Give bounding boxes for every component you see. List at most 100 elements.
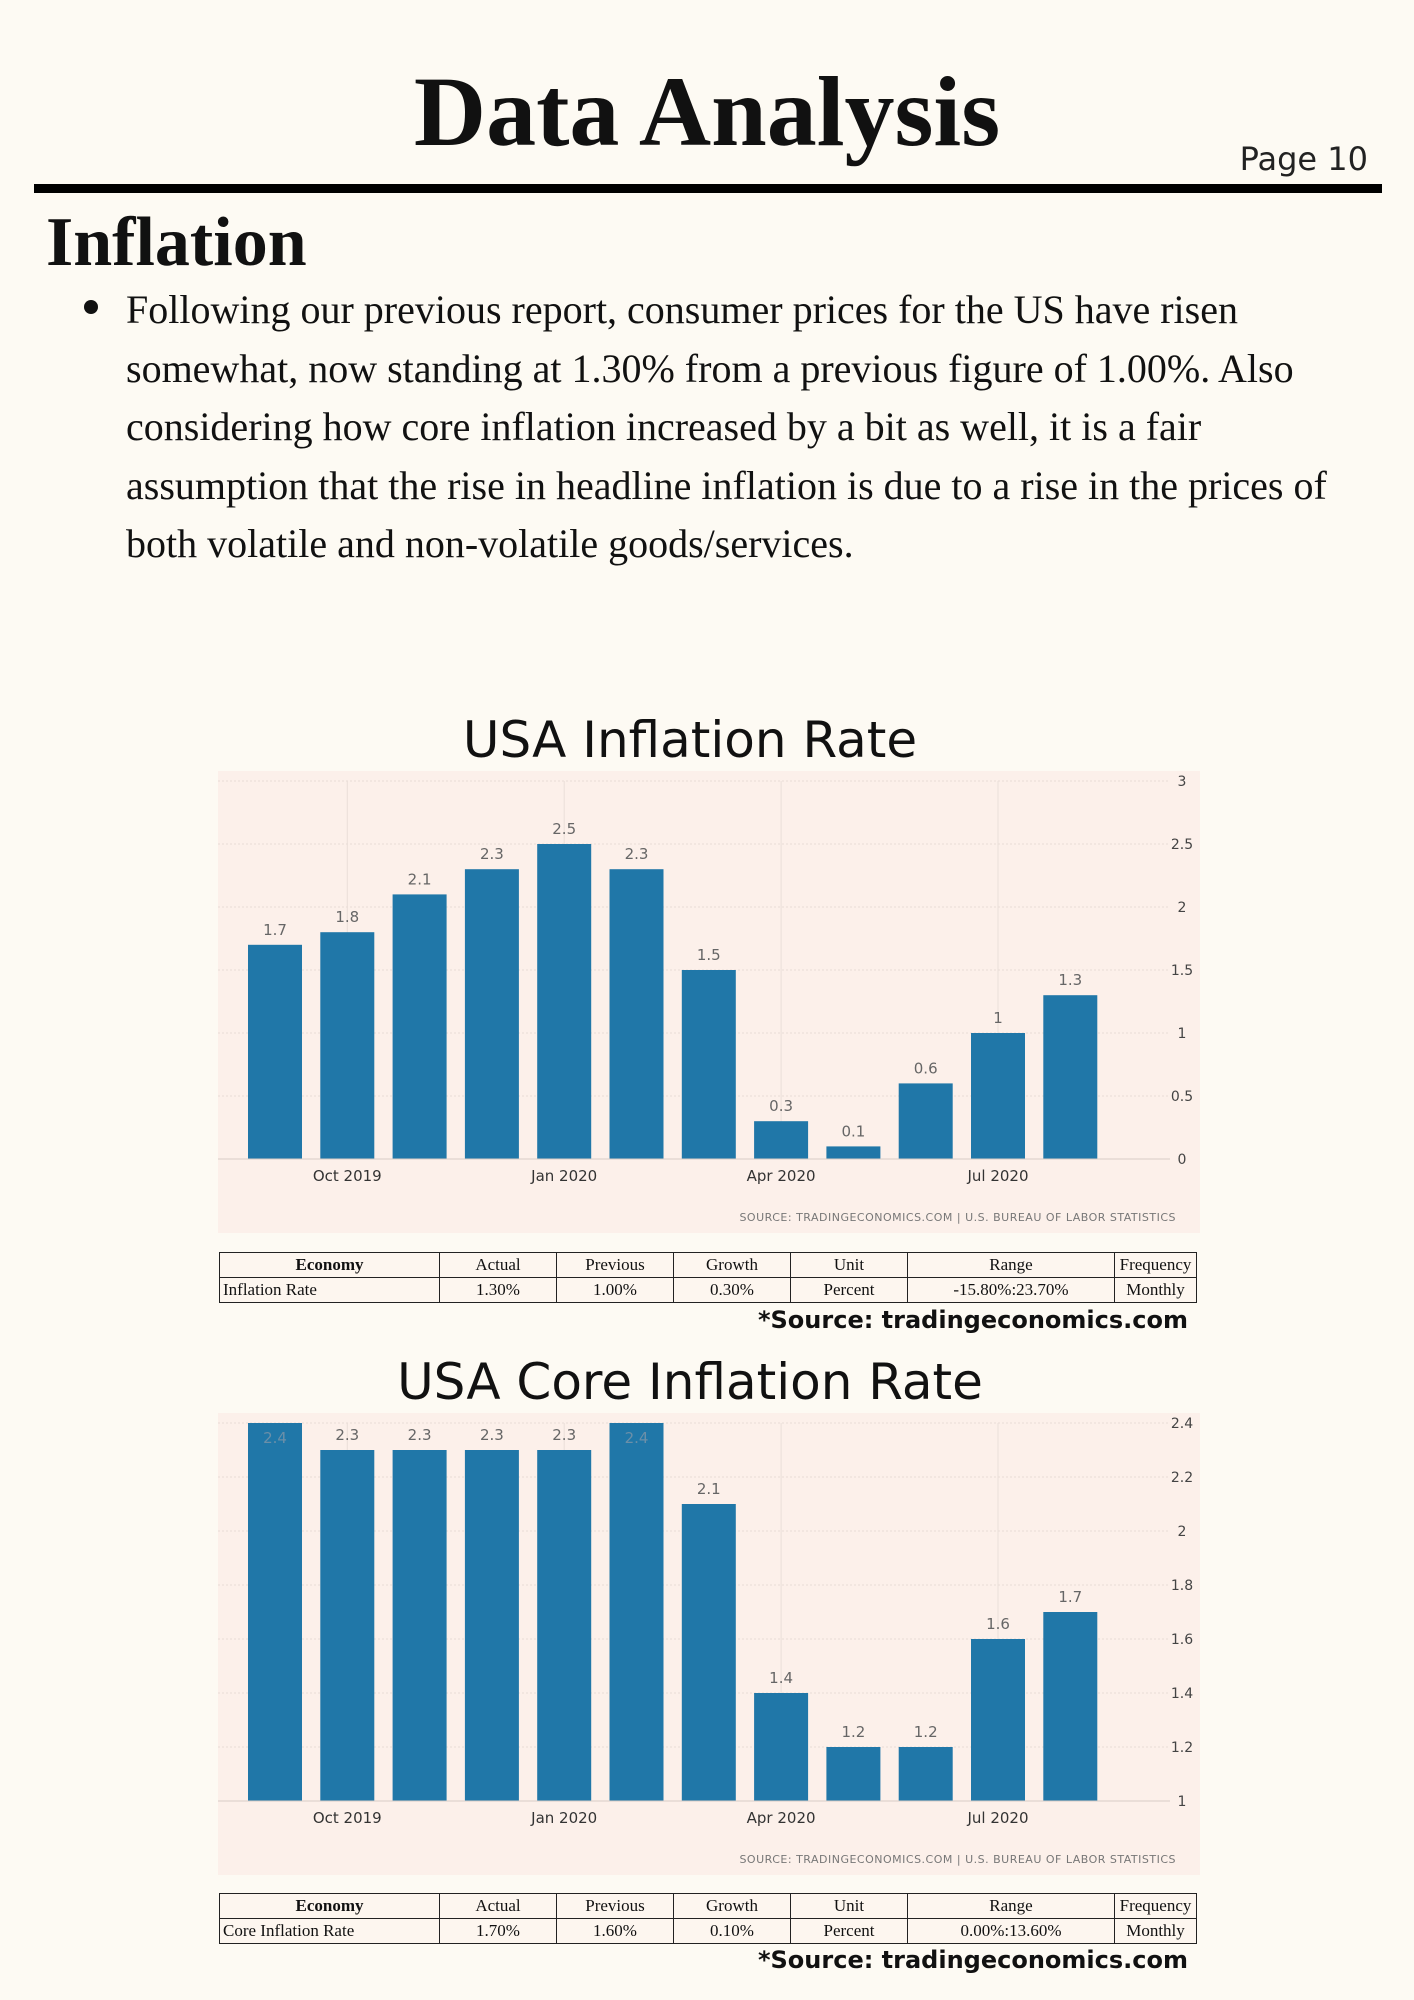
table-cell-actual: 1.70% (439, 1918, 557, 1944)
y-tick-label: 0 (1178, 1152, 1187, 1168)
bar (464, 869, 519, 1159)
y-tick-label: 1 (1178, 1026, 1187, 1042)
table-cell-previous: 1.60% (556, 1918, 674, 1944)
y-tick-label: 2.5 (1171, 837, 1193, 853)
bar (898, 1083, 953, 1159)
inflation-rate-table: Economy Actual Previous Growth Unit Rang… (219, 1252, 1197, 1303)
header-divider (34, 184, 1382, 193)
value-label: 2.3 (480, 845, 504, 863)
inflation-rate-chart-svg: 0 0.5 1 1.5 2 2.5 3 1.7 1.8 2.1 2.3 2.5 2.3 1.5 0.3 0.1… (218, 774, 1193, 1224)
table-header-range: Range (907, 1893, 1115, 1919)
y-tick-label: 1 (1178, 1794, 1187, 1810)
table-cell-unit: Percent (790, 1918, 908, 1944)
table-header-frequency: Frequency (1114, 1893, 1197, 1919)
bar (971, 1033, 1025, 1159)
value-label: 1 (993, 1009, 1003, 1027)
x-tick-label: Oct 2019 (313, 1167, 382, 1185)
bar (971, 1639, 1025, 1801)
table-header-growth: Growth (673, 1252, 791, 1278)
core-inflation-rate-chart: 1 1.2 1.4 1.6 1.8 2 2.2 2.4 2.4 2.3 2.3 2.3 2.3 2.4 2.… (218, 1413, 1200, 1875)
table-header-row: Economy Actual Previous Growth Unit Rang… (219, 1893, 1197, 1919)
bar (898, 1747, 953, 1801)
bullet-icon (84, 300, 98, 314)
table-cell-growth: 0.10% (673, 1918, 791, 1944)
value-label: 1.7 (263, 921, 287, 939)
y-tick-label: 2 (1178, 1524, 1187, 1540)
table-cell-growth: 0.30% (673, 1277, 791, 1303)
table-header-previous: Previous (556, 1252, 674, 1278)
bar (248, 1423, 302, 1801)
bar (826, 1146, 881, 1159)
y-tick-label: 2 (1178, 900, 1187, 916)
bar (537, 1450, 592, 1801)
value-label: 0.6 (914, 1059, 938, 1077)
table-header-unit: Unit (790, 1893, 908, 1919)
page-number: Page 10 (1239, 140, 1368, 178)
table-cell-frequency: Monthly (1114, 1918, 1197, 1944)
value-label: 1.2 (841, 1723, 865, 1741)
table-row: Inflation Rate 1.30% 1.00% 0.30% Percent… (219, 1277, 1197, 1303)
value-label: 1.2 (914, 1723, 938, 1741)
bar (754, 1693, 809, 1801)
y-tick-label: 1.4 (1171, 1686, 1193, 1702)
value-label: 2.5 (552, 820, 576, 838)
table-cell-range: 0.00%:13.60% (907, 1918, 1115, 1944)
inflation-chart-title: USA Inflation Rate (462, 711, 918, 769)
value-label: 2.1 (697, 1480, 721, 1498)
bar (1043, 995, 1098, 1159)
table-header-previous: Previous (556, 1893, 674, 1919)
value-label: 1.4 (769, 1669, 793, 1687)
chart-source-caption: SOURCE: TRADINGECONOMICS.COM | U.S. BURE… (739, 1853, 1176, 1866)
value-label: 1.8 (335, 908, 359, 926)
table-cell-previous: 1.00% (556, 1277, 674, 1303)
bar (1043, 1612, 1098, 1801)
bar (248, 944, 302, 1159)
core-inflation-rate-chart-svg: 1 1.2 1.4 1.6 1.8 2 2.2 2.4 2.4 2.3 2.3 2.3 2.3 2.4 2.… (218, 1416, 1193, 1866)
value-label: 2.3 (625, 845, 649, 863)
section-title: Inflation (46, 204, 307, 281)
value-label: 2.3 (552, 1426, 576, 1444)
bar (392, 1450, 447, 1801)
x-tick-label: Oct 2019 (313, 1809, 382, 1827)
table-header-unit: Unit (790, 1252, 908, 1278)
inflation-rate-chart: 0 0.5 1 1.5 2 2.5 3 1.7 1.8 2.1 2.3 2.5 2.3 1.5 0.3 0.1… (218, 771, 1200, 1233)
bar (826, 1747, 881, 1801)
value-label: 2.4 (625, 1429, 649, 1447)
value-label: 2.1 (408, 870, 432, 888)
table-cell-range: -15.80%:23.70% (907, 1277, 1115, 1303)
x-tick-label: Jul 2020 (966, 1809, 1028, 1827)
bar (392, 894, 447, 1159)
table-header-frequency: Frequency (1114, 1252, 1197, 1278)
table-cell-economy: Core Inflation Rate (219, 1918, 440, 1944)
y-tick-label: 1.6 (1171, 1632, 1193, 1648)
value-label: 1.3 (1058, 971, 1082, 989)
bar (320, 932, 375, 1159)
x-tick-label: Apr 2020 (747, 1167, 816, 1185)
bar (320, 1450, 375, 1801)
y-tick-label: 2.2 (1171, 1470, 1193, 1486)
value-label: 2.3 (335, 1426, 359, 1444)
core-inflation-chart-title: USA Core Inflation Rate (397, 1353, 983, 1411)
table-header-range: Range (907, 1252, 1115, 1278)
table-cell-economy: Inflation Rate (219, 1277, 440, 1303)
x-tick-label: Jan 2020 (530, 1809, 597, 1827)
chart-source-caption: SOURCE: TRADINGECONOMICS.COM | U.S. BURE… (739, 1211, 1176, 1224)
value-label: 0.1 (841, 1122, 865, 1140)
bar (681, 970, 736, 1159)
table-cell-actual: 1.30% (439, 1277, 557, 1303)
table-header-economy: Economy (219, 1252, 440, 1278)
table-header-growth: Growth (673, 1893, 791, 1919)
value-label: 2.3 (408, 1426, 432, 1444)
page-title: Data Analysis (413, 56, 1001, 167)
y-tick-label: 0.5 (1171, 1089, 1193, 1105)
x-tick-label: Apr 2020 (747, 1809, 816, 1827)
y-tick-label: 1.5 (1171, 963, 1193, 979)
value-label: 1.6 (986, 1615, 1010, 1633)
table-header-economy: Economy (219, 1893, 440, 1919)
table-cell-frequency: Monthly (1114, 1277, 1197, 1303)
value-label: 2.3 (480, 1426, 504, 1444)
bar (754, 1121, 809, 1159)
core-inflation-rate-table: Economy Actual Previous Growth Unit Rang… (219, 1893, 1197, 1944)
bar (464, 1450, 519, 1801)
y-tick-label: 2.4 (1171, 1416, 1193, 1432)
